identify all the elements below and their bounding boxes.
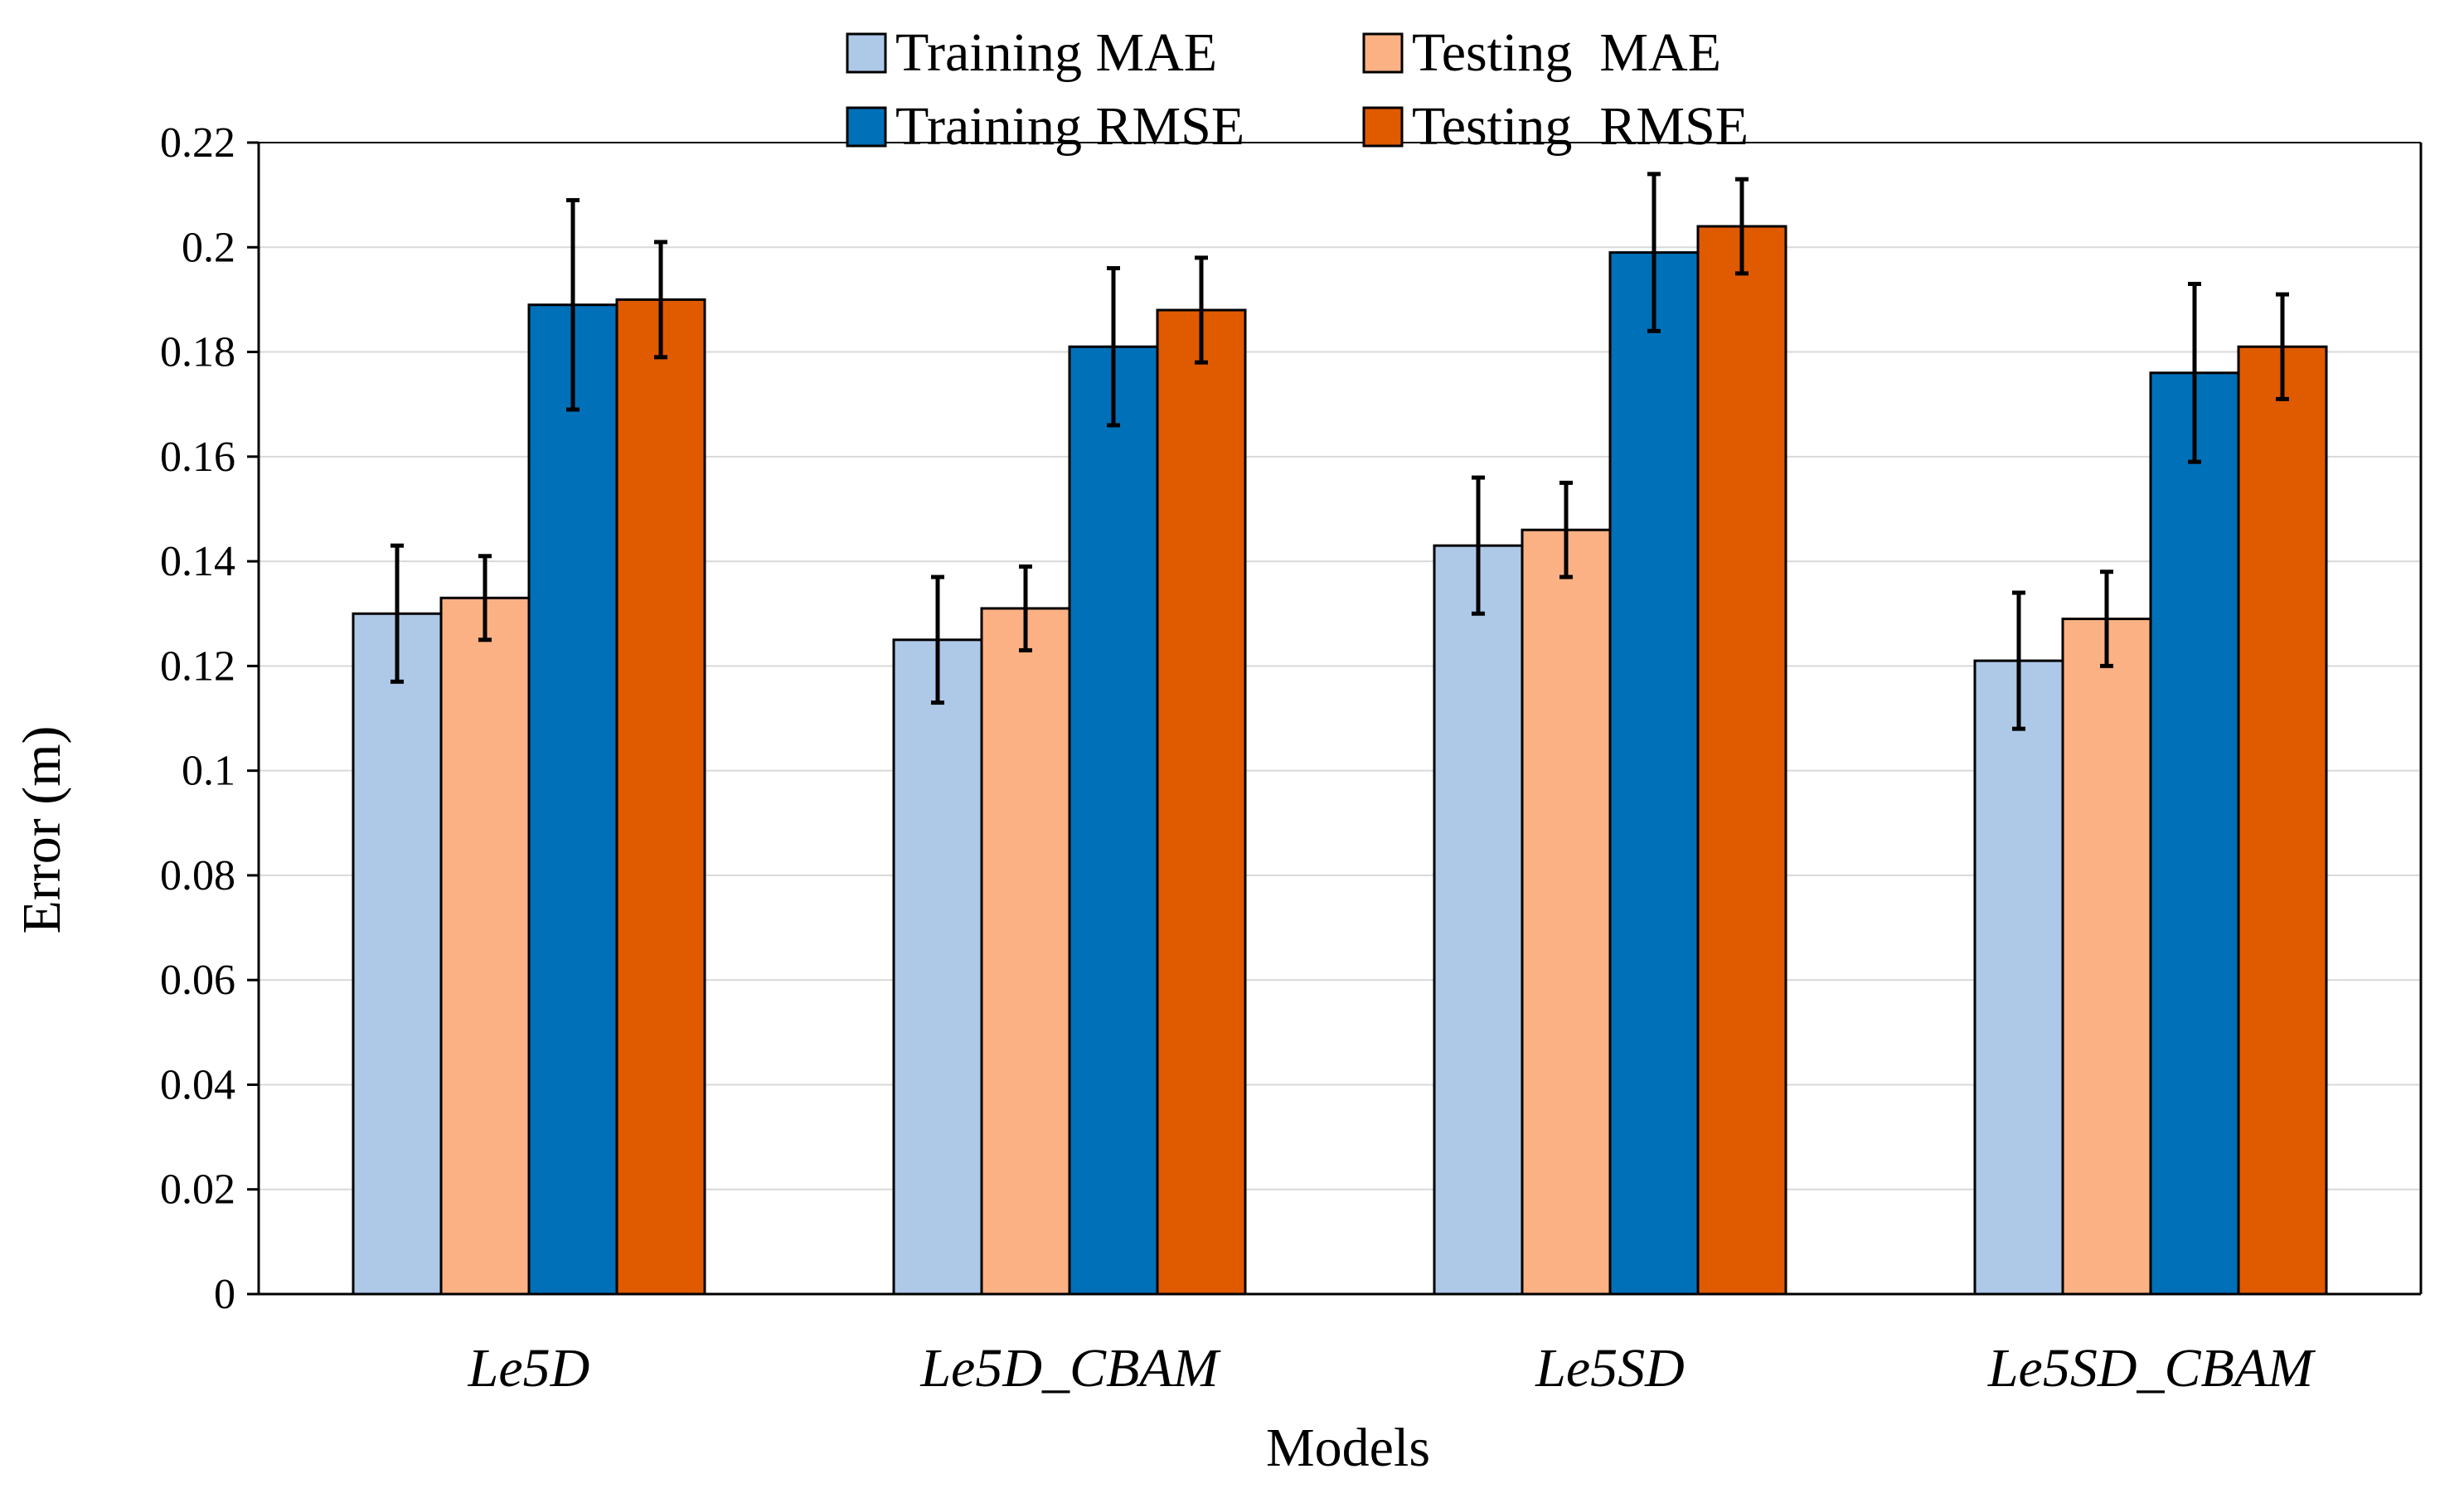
x-axis-categories: Le5D Le5D_CBAM Le5SD Le5SD_CBAM (468, 1338, 2317, 1399)
y-tick-label: 0.14 (160, 538, 235, 585)
bar-training-rmse-le5sd-cbam (2149, 371, 2240, 1296)
y-tick-label: 0 (214, 1271, 235, 1318)
legend-label-training-rmse: Training RMSE (895, 96, 1244, 157)
y-tick-label: 0.18 (160, 329, 235, 376)
x-category-label: Le5SD_CBAM (1987, 1338, 2316, 1399)
bar-training-rmse-le5sd (1608, 251, 1700, 1296)
bar-testing-rmse-le5sd-cbam (2237, 345, 2328, 1296)
x-category-label: Le5SD (1535, 1338, 1685, 1399)
y-tick-label: 0.06 (160, 957, 235, 1004)
y-tick-label: 0.16 (160, 434, 235, 481)
bar-testing-mae-le5d-cbam (980, 607, 1071, 1296)
bar-testing-rmse-le5d (615, 298, 706, 1296)
legend-swatch-training-mae (846, 32, 887, 74)
y-tick-label: 0.1 (182, 748, 235, 795)
x-category-label: Le5D_CBAM (919, 1338, 1221, 1399)
legend-swatch-testing-mae (1362, 32, 1404, 74)
y-tick-label: 0.08 (160, 852, 235, 899)
legend-swatch-training-rmse (846, 106, 887, 148)
y-axis-title: Error (m) (12, 725, 72, 933)
bar-training-mae-le5d-cbam (892, 638, 983, 1296)
y-tick-label: 0.02 (160, 1166, 235, 1214)
y-tick-label: 0.12 (160, 642, 235, 690)
bar-training-mae-le5sd-cbam (1973, 659, 2064, 1296)
legend-label-testing-mae: Testing MAE (1412, 22, 1721, 83)
y-tick-label: 0.2 (182, 224, 235, 271)
bar-testing-mae-le5sd-cbam (2061, 618, 2152, 1296)
bar-testing-rmse-le5d-cbam (1156, 308, 1247, 1296)
bar-testing-rmse-le5sd (1696, 225, 1787, 1296)
error-bars (390, 172, 2289, 731)
bar-training-mae-le5sd (1433, 544, 1524, 1296)
y-tick-label: 0.04 (160, 1061, 235, 1108)
y-tick-label: 0.22 (160, 119, 235, 167)
x-axis-title: Models (1266, 1418, 1430, 1478)
legend-label-training-mae: Training MAE (895, 22, 1217, 83)
bar-testing-mae-le5d (439, 596, 531, 1296)
legend: Training MAE Testing MAE Training RMSE Test… (846, 22, 1749, 157)
bar-training-rmse-le5d (527, 303, 618, 1296)
x-category-label: Le5D (468, 1338, 590, 1399)
axes (257, 142, 2423, 1296)
y-axis-ticks: 0 0.02 0.04 0.06 0.08 0.1 0.12 0.14 0.16 0.18 0.2 0… (160, 119, 259, 1318)
bar-training-rmse-le5d-cbam (1068, 345, 1159, 1296)
legend-label-testing-rmse: Testing RMSE (1412, 96, 1749, 157)
bars (352, 225, 2328, 1296)
legend-swatch-testing-rmse (1362, 106, 1404, 148)
bar-testing-mae-le5sd (1521, 528, 1612, 1296)
bar-training-mae-le5d (352, 612, 443, 1296)
